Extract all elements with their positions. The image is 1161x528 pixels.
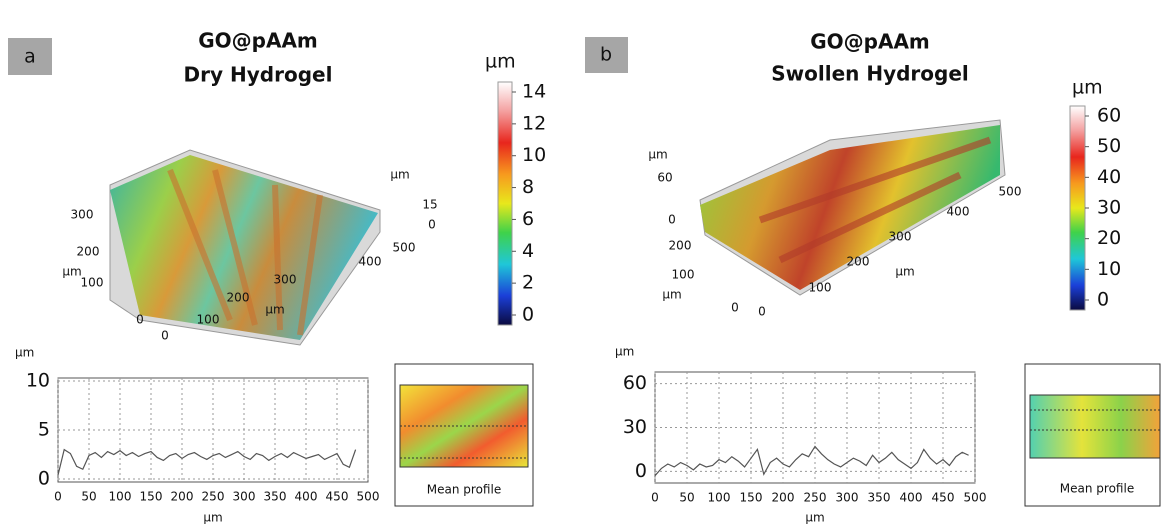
panel-title: GO@pAAm	[198, 29, 318, 53]
surface-axis-label: 500	[393, 241, 416, 255]
colorbar-tick-label: 10	[1097, 258, 1121, 280]
surface-axis-label: µm	[648, 148, 667, 162]
surface-axis-label: 300	[889, 230, 912, 244]
y-axis-label: µm	[15, 346, 34, 360]
x-axis-label: µm	[203, 511, 222, 525]
x-tick-label: 450	[932, 491, 955, 505]
surface-axis-label: 15	[422, 198, 437, 212]
panel-title: GO@pAAm	[810, 30, 930, 54]
surface-axis-label: 0	[731, 301, 739, 315]
x-tick-label: 150	[140, 490, 163, 504]
surface-axis-label: µm	[895, 265, 914, 279]
panel-label-box	[8, 38, 52, 75]
inset-map	[1029, 394, 1161, 459]
x-tick-label: 400	[900, 491, 923, 505]
x-axis-label: µm	[805, 511, 824, 525]
surface-axis-label: 400	[359, 255, 382, 269]
x-tick-label: 400	[295, 490, 318, 504]
colorbar-tick-label: 2	[522, 272, 534, 294]
x-tick-label: 300	[233, 490, 256, 504]
x-tick-label: 100	[708, 491, 731, 505]
surface-axis-label: µm	[662, 288, 681, 302]
panel-title: Swollen Hydrogel	[771, 62, 969, 86]
surface-axis-label: 300	[274, 273, 297, 287]
y-tick-label: 0	[635, 460, 647, 482]
colorbar-tick-label: 12	[522, 112, 546, 134]
colorbar-tick-label: 4	[522, 240, 534, 262]
surface-axis-label: 100	[197, 313, 220, 327]
colorbar-tick-label: 0	[522, 304, 534, 326]
surface-3d	[109, 149, 381, 346]
colorbar-tick-label: 50	[1097, 135, 1121, 157]
surface-axis-label: 200	[669, 239, 692, 253]
surface-axis-label: 0	[428, 218, 436, 232]
surface-3d	[699, 119, 1006, 296]
surface-axis-label: 100	[81, 276, 104, 290]
inset-caption: Mean profile	[1060, 482, 1134, 496]
colorbar-tick-label: 10	[522, 144, 546, 166]
colorbar	[1069, 105, 1086, 311]
y-tick-label: 10	[26, 369, 50, 391]
y-tick-label: 60	[623, 372, 647, 394]
surface-axis-label: µm	[62, 265, 81, 279]
colorbar-unit: µm	[1072, 77, 1103, 99]
surface-axis-label: 200	[227, 291, 250, 305]
colorbar-tick-label: 60	[1097, 105, 1121, 127]
x-tick-label: 450	[326, 490, 349, 504]
surface-axis-label: 400	[947, 205, 970, 219]
surface-axis-label: 500	[999, 185, 1022, 199]
x-tick-label: 350	[868, 491, 891, 505]
panel-label: b	[600, 44, 612, 66]
x-tick-label: 150	[740, 491, 763, 505]
colorbar-tick-label: 14	[522, 81, 546, 103]
surface-axis-label: µm	[390, 168, 409, 182]
colorbar	[497, 81, 513, 326]
y-tick-label: 5	[38, 419, 50, 441]
y-axis-label: µm	[615, 345, 634, 359]
colorbar-tick-label: 8	[522, 176, 534, 198]
x-tick-label: 250	[202, 490, 225, 504]
surface-axis-label: 0	[161, 329, 169, 343]
x-tick-label: 50	[81, 490, 96, 504]
profile-line	[654, 445, 969, 477]
x-tick-label: 100	[109, 490, 132, 504]
panel-label: a	[24, 46, 36, 68]
surface-axis-label: 300	[71, 208, 94, 222]
y-tick-label: 0	[38, 468, 50, 490]
x-tick-label: 200	[772, 491, 795, 505]
colorbar-tick-label: 20	[1097, 227, 1121, 249]
colorbar-tick-label: 0	[1097, 289, 1109, 311]
colorbar-tick-label: 6	[522, 208, 534, 230]
x-tick-label: 50	[679, 491, 694, 505]
surface-axis-label: 0	[136, 313, 144, 327]
inset-caption: Mean profile	[427, 483, 501, 497]
surface-axis-label: 100	[809, 281, 832, 295]
x-tick-label: 250	[804, 491, 827, 505]
surface-axis-label: 60	[657, 171, 672, 185]
colorbar-tick-label: 40	[1097, 166, 1121, 188]
panel-label-box	[585, 37, 628, 73]
x-tick-label: 0	[651, 491, 659, 505]
surface-axis-label: µm	[265, 303, 284, 317]
x-tick-label: 300	[836, 491, 859, 505]
x-tick-label: 350	[264, 490, 287, 504]
x-tick-label: 500	[357, 490, 380, 504]
surface-axis-label: 200	[77, 245, 100, 259]
x-tick-label: 200	[171, 490, 194, 504]
panel-title: Dry Hydrogel	[184, 63, 333, 87]
x-tick-label: 0	[54, 490, 62, 504]
y-tick-label: 30	[623, 416, 647, 438]
colorbar-tick-label: 30	[1097, 197, 1121, 219]
x-tick-label: 500	[964, 491, 987, 505]
surface-axis-label: 100	[672, 268, 695, 282]
profile-line	[57, 448, 357, 476]
surface-axis-label: 200	[847, 255, 870, 269]
surface-axis-label: 0	[668, 213, 676, 227]
colorbar-unit: µm	[485, 51, 516, 73]
surface-axis-label: 0	[758, 305, 766, 319]
